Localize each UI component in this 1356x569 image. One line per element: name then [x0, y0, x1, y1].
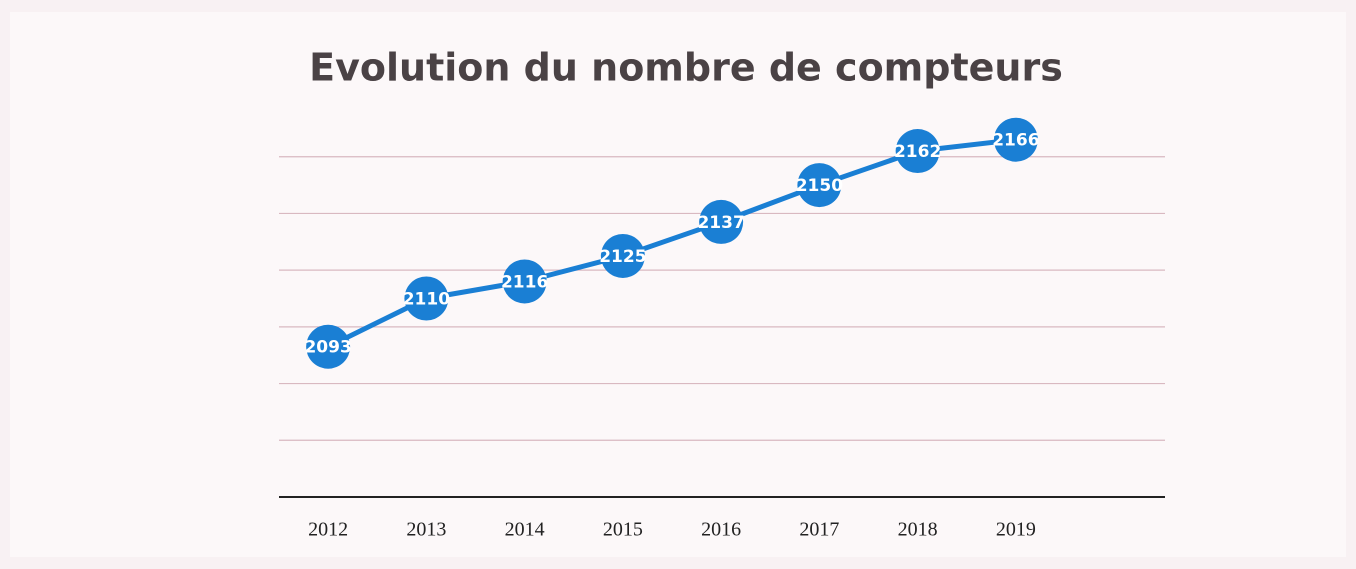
marker — [306, 324, 351, 369]
data-label: 2110 — [403, 290, 450, 310]
data-label: 2162 — [894, 142, 941, 162]
data-label: 2137 — [697, 213, 744, 233]
chart-title: Evolution du nombre de compteurs — [309, 46, 1063, 90]
marker — [797, 163, 842, 208]
data-label: 2150 — [796, 176, 843, 196]
x-tick-label: 2016 — [701, 519, 741, 541]
page — [10, 12, 1346, 557]
marker — [895, 129, 940, 174]
marker — [600, 233, 645, 278]
x-tick-label: 2017 — [799, 519, 839, 541]
x-tick-label: 2019 — [996, 519, 1036, 541]
x-tick-label: 2018 — [898, 519, 938, 541]
marker — [699, 199, 744, 244]
data-label: 2093 — [304, 338, 351, 358]
x-tick-label: 2015 — [603, 519, 643, 541]
marker — [502, 259, 547, 304]
x-tick-label: 2012 — [308, 519, 348, 541]
data-label: 2166 — [992, 131, 1039, 151]
data-label: 2116 — [501, 272, 548, 292]
x-tick-label: 2014 — [505, 519, 545, 541]
marker — [404, 276, 449, 321]
data-label: 2125 — [599, 247, 646, 267]
marker — [993, 117, 1038, 162]
x-tick-label: 2013 — [406, 519, 446, 541]
